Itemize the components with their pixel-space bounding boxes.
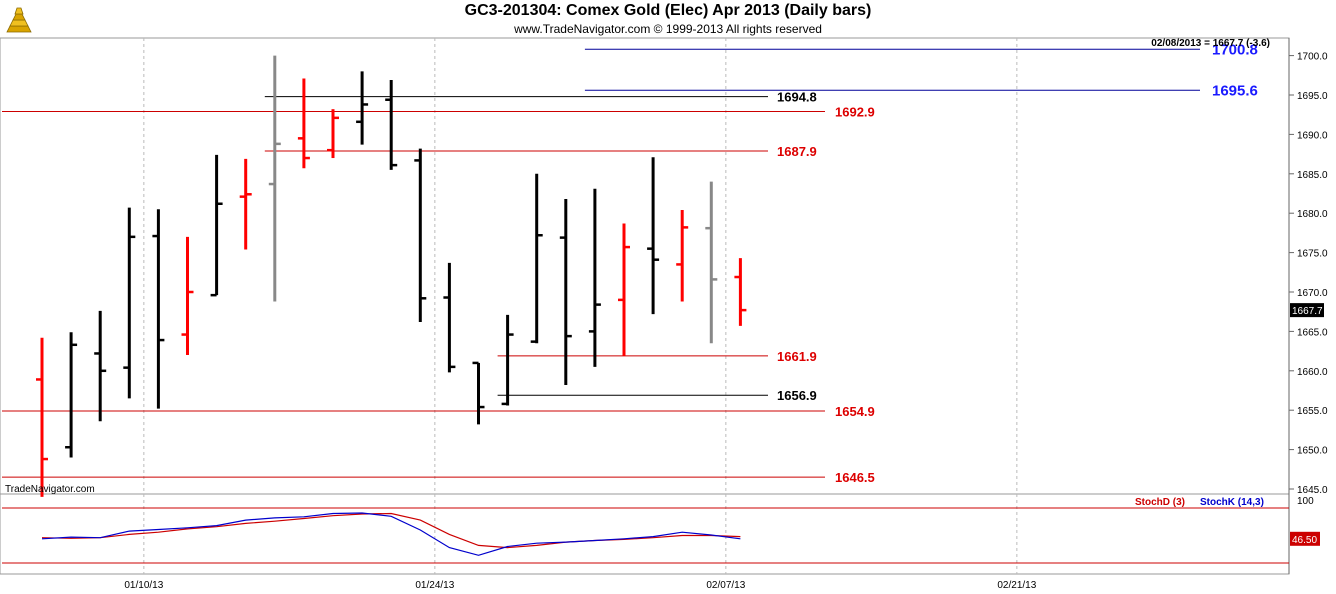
ohlc-bar [647, 157, 660, 315]
y-tick-label: 1685.0 [1297, 170, 1328, 181]
last-price-badge [1290, 303, 1324, 318]
chart-subtitle: www.TradeNavigator.com © 1999-2013 All r… [514, 22, 822, 36]
stoch-value-badge [1290, 531, 1320, 546]
y-tick-label: 1665.0 [1297, 327, 1328, 338]
gold-bars-icon [6, 7, 32, 33]
stoch-value-label: 46.50 [1292, 535, 1317, 546]
x-tick-label: 01/24/13 [415, 580, 454, 591]
ohlc-bar [123, 207, 136, 399]
info-label: 02/08/2013 = 1667.7 (-3.6) [1151, 38, 1270, 49]
ohlc-bar [239, 158, 252, 250]
last-price-label: 1667.7 [1292, 306, 1323, 317]
ohlc-bar [588, 188, 601, 367]
level-label: 1646.5 [835, 470, 875, 485]
ohlc-bar [210, 154, 223, 297]
x-tick-label: 02/21/13 [997, 580, 1036, 591]
level-label: 1654.9 [835, 404, 875, 419]
y-tick-label: 1700.0 [1297, 52, 1328, 63]
ohlc-bar [734, 258, 747, 326]
y-tick-label: 1670.0 [1297, 288, 1328, 299]
y-tick-label: 1660.0 [1297, 367, 1328, 378]
stoch-series-line [41, 512, 741, 556]
level-label: 1694.8 [777, 90, 817, 105]
stoch-panel-frame [0, 493, 1290, 575]
legend-stochd: StochD (3) [1135, 497, 1185, 508]
ohlc-bar [530, 173, 543, 344]
legend-stochk: StochK (14,3) [1200, 497, 1264, 508]
chart-title: GC3-201304: Comex Gold (Elec) Apr 2013 (… [464, 2, 872, 19]
y-tick-label: 1680.0 [1297, 209, 1328, 220]
y-tick-label: 1645.0 [1297, 485, 1328, 496]
ohlc-bar [181, 236, 194, 356]
ohlc-bar [472, 361, 485, 425]
level-label: 1692.9 [835, 105, 875, 120]
ohlc-bar [618, 223, 630, 356]
watermark: TradeNavigator.com [5, 484, 95, 495]
ohlc-bar [152, 209, 165, 409]
ohlc-bar [676, 210, 689, 302]
ohlc-bar [501, 314, 514, 406]
ohlc-bar [356, 71, 369, 145]
price-panel-frame [0, 37, 1290, 495]
y-tick-label: 1675.0 [1297, 249, 1328, 260]
x-tick-label: 01/10/13 [124, 580, 163, 591]
ohlc-bar [705, 181, 718, 344]
y-tick-label: 1695.0 [1297, 91, 1328, 102]
ohlc-bar [443, 262, 456, 373]
stoch-tick-label: 100 [1297, 496, 1314, 507]
ohlc-bar [385, 80, 398, 170]
ohlc-bar [559, 199, 572, 385]
ohlc-bar [65, 332, 78, 458]
ohlc-bar [297, 78, 310, 169]
level-label: 1695.6 [1212, 82, 1258, 99]
level-label: 1700.8 [1212, 41, 1258, 58]
ohlc-bar [414, 148, 427, 322]
x-tick-label: 02/07/13 [706, 580, 745, 591]
ohlc-bar [36, 337, 48, 497]
level-label: 1687.9 [777, 144, 817, 159]
level-label: 1661.9 [777, 349, 817, 364]
y-tick-label: 1655.0 [1297, 406, 1328, 417]
ohlc-bar [268, 55, 281, 302]
ohlc-bar [94, 310, 107, 422]
y-tick-label: 1690.0 [1297, 130, 1328, 141]
y-tick-label: 1650.0 [1297, 446, 1328, 457]
ohlc-bar [327, 109, 339, 159]
level-label: 1656.9 [777, 388, 817, 403]
